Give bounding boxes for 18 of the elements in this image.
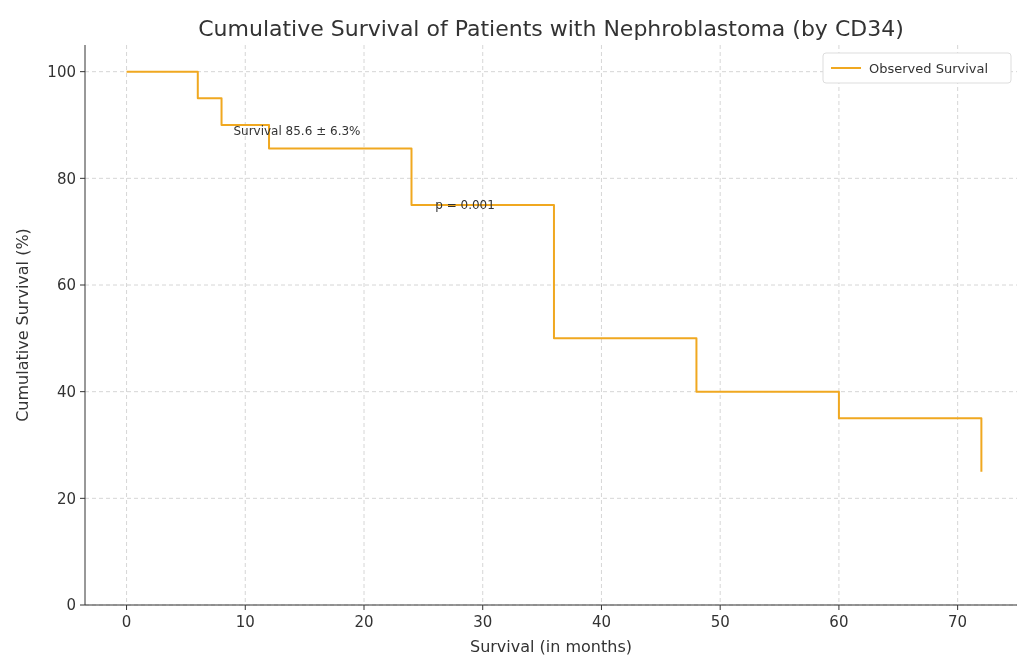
y-tick-label: 60 (56, 276, 76, 295)
x-tick-label: 40 (591, 613, 612, 631)
y-tick-label: 20 (56, 489, 76, 508)
x-tick-label: 60 (829, 613, 849, 631)
x-tick-label: 20 (354, 613, 374, 631)
y-tick-label: 0 (66, 596, 76, 615)
x-tick-label: 10 (235, 613, 255, 631)
chart-title: Cumulative Survival of Patients with Nephroblastoma (by CD34) (198, 16, 904, 41)
x-axis-title: Survival (in months) (469, 637, 633, 656)
y-tick-label: 80 (56, 169, 76, 188)
x-tick-label: 0 (121, 613, 132, 631)
y-tick-label: 100 (47, 62, 76, 81)
x-tick-label: 50 (710, 613, 730, 631)
legend-label: Observed Survival (869, 60, 989, 76)
y-tick-label: 40 (56, 382, 76, 401)
x-tick-label: 70 (948, 613, 968, 631)
y-axis-title: Cumulative Survival (%) (13, 228, 32, 422)
x-tick-label: 30 (473, 613, 493, 631)
